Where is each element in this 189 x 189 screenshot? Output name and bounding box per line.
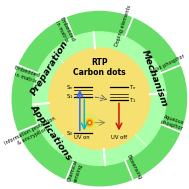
- Circle shape: [87, 120, 92, 125]
- Circle shape: [89, 122, 90, 123]
- Text: RTP
Carbon dots: RTP Carbon dots: [73, 58, 126, 77]
- Text: Biosensing: Biosensing: [126, 154, 143, 180]
- Text: Information protection
& encryption: Information protection & encryption: [3, 116, 59, 151]
- Circle shape: [85, 118, 94, 128]
- Text: Mechanism: Mechanism: [140, 49, 169, 108]
- Text: Preparation: Preparation: [29, 39, 70, 97]
- Text: S$_n$: S$_n$: [66, 83, 73, 91]
- Text: Doping elements: Doping elements: [114, 4, 132, 47]
- Text: Aqueous
phosphor: Aqueous phosphor: [160, 114, 185, 131]
- Circle shape: [86, 119, 93, 126]
- Text: Embedded
in matrix: Embedded in matrix: [12, 66, 41, 84]
- Text: Chemical
sensing: Chemical sensing: [67, 159, 84, 184]
- Circle shape: [83, 116, 96, 129]
- Text: T$_1$: T$_1$: [129, 96, 136, 105]
- Text: Applications: Applications: [29, 102, 74, 162]
- Circle shape: [81, 114, 98, 131]
- Text: Embedded
in matrix: Embedded in matrix: [54, 16, 75, 45]
- Text: S$_0$: S$_0$: [66, 129, 73, 138]
- Text: Solid phosphor: Solid phosphor: [150, 53, 186, 74]
- Text: UV on: UV on: [74, 135, 89, 140]
- Text: T$_n$: T$_n$: [129, 83, 136, 91]
- Circle shape: [88, 121, 91, 124]
- Circle shape: [49, 48, 150, 149]
- Text: UV off: UV off: [111, 135, 127, 140]
- Text: S$_1$: S$_1$: [66, 92, 73, 101]
- Circle shape: [33, 32, 166, 165]
- Circle shape: [12, 12, 187, 186]
